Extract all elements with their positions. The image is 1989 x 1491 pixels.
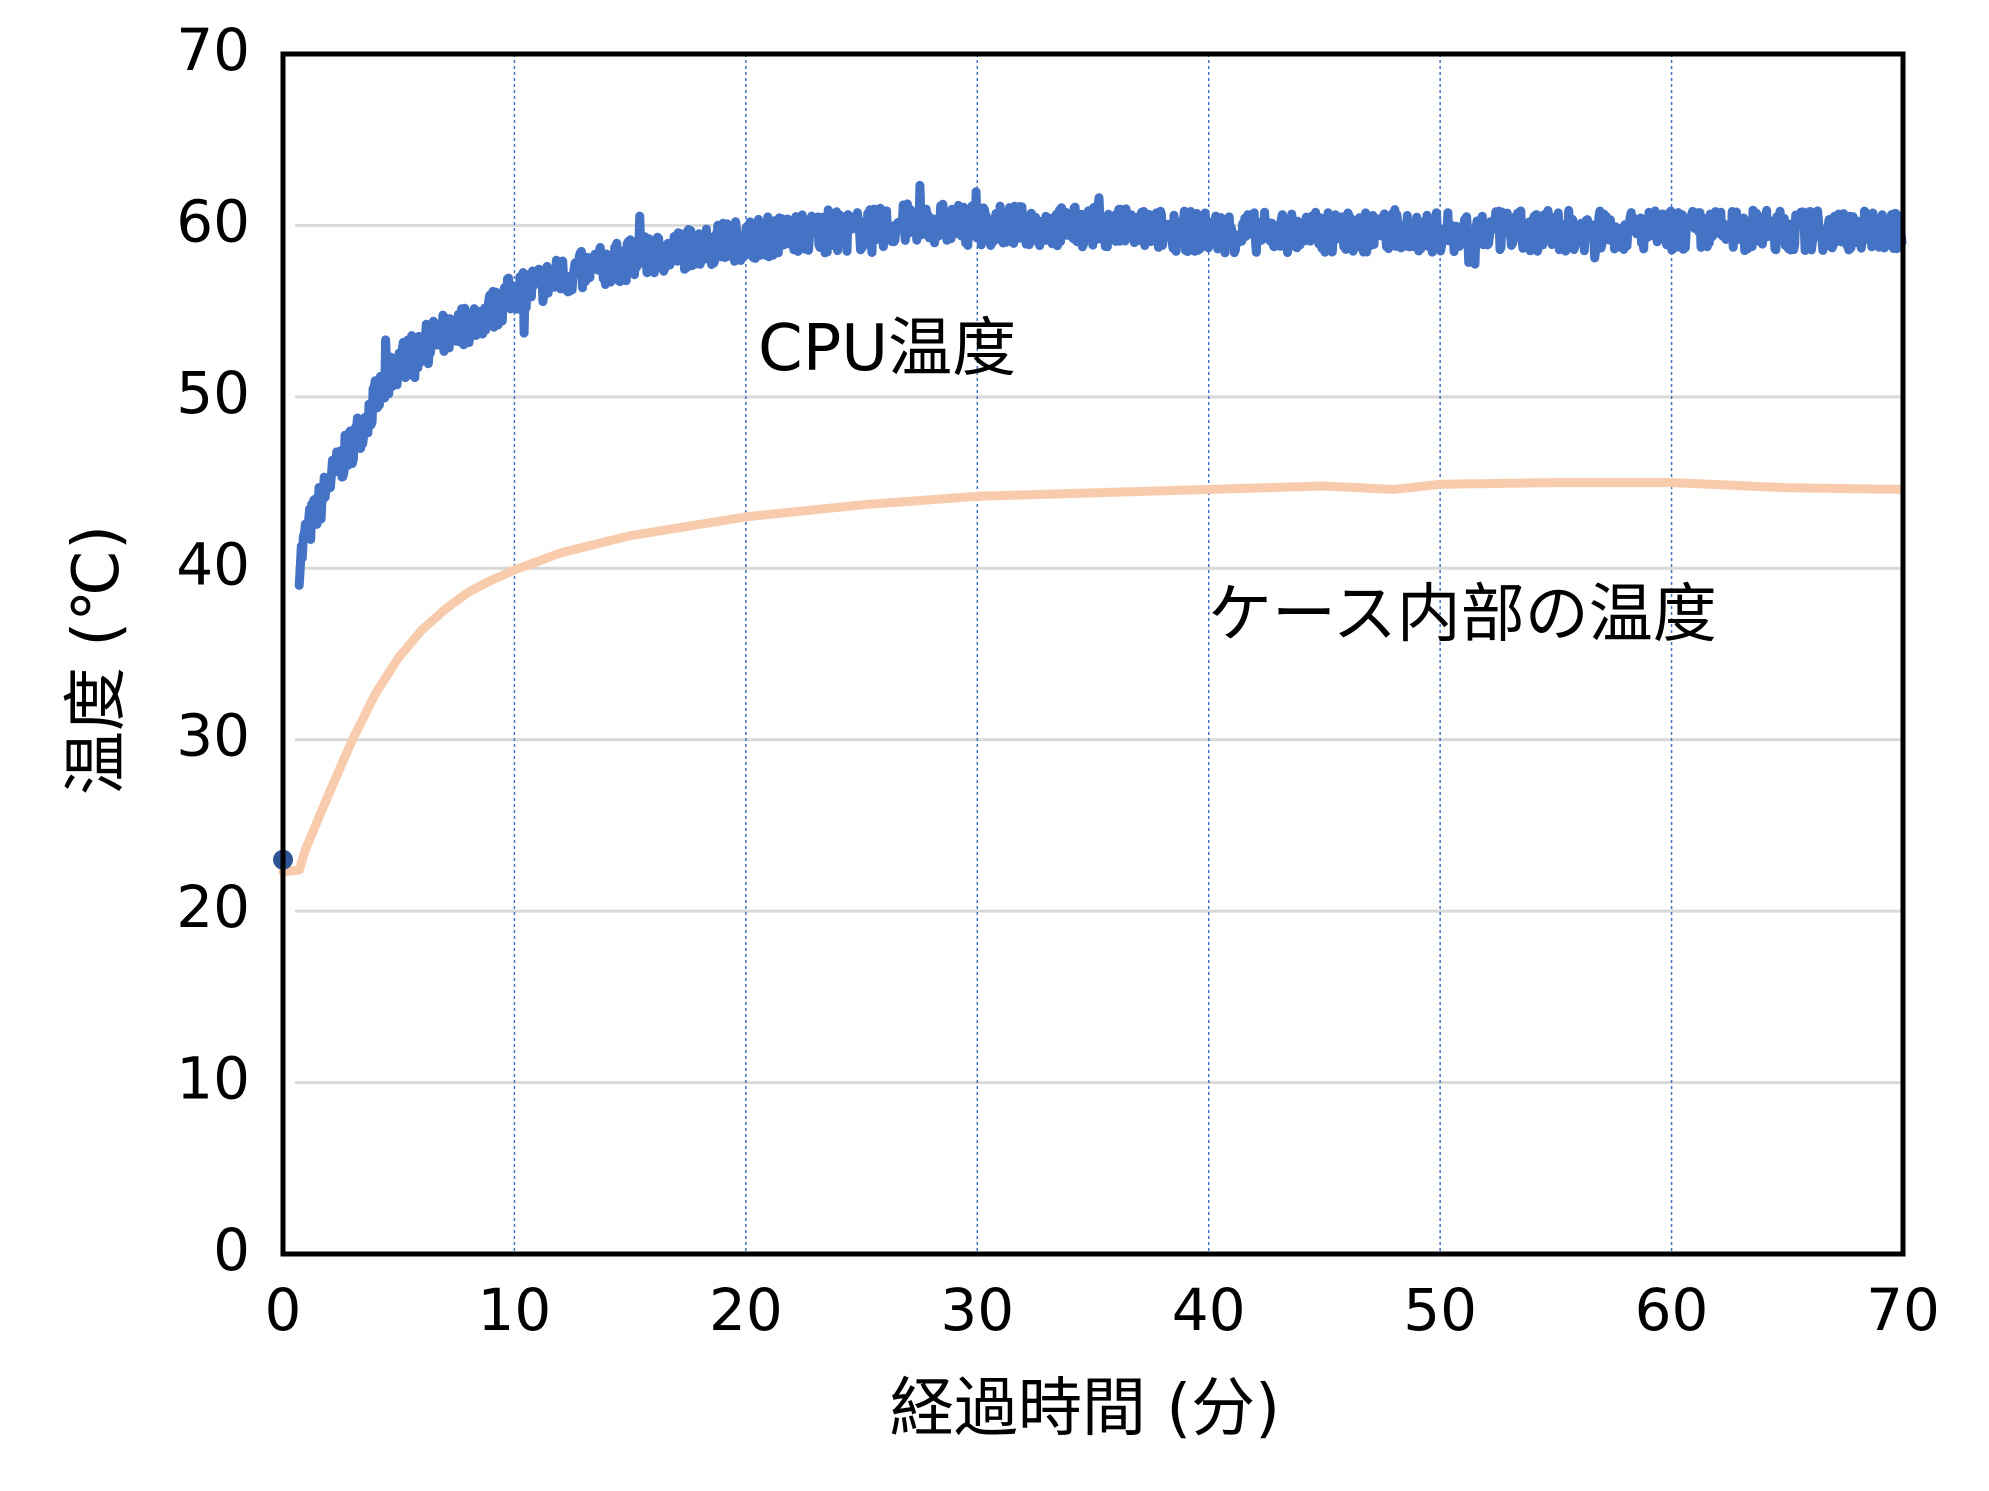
plot-series	[273, 180, 1907, 877]
x-tick-label: 10	[478, 1276, 552, 1344]
y-tick-label: 0	[213, 1216, 250, 1284]
x-tick-label: 60	[1635, 1276, 1709, 1344]
case-temperature-line	[278, 478, 1906, 877]
x-axis-title: 経過時間 (分)	[890, 1372, 1280, 1446]
cpu-series-label: CPU温度	[758, 312, 1016, 386]
plot-frame	[280, 51, 1906, 1257]
y-tick-label: 20	[176, 873, 250, 941]
x-tick-label: 70	[1866, 1276, 1940, 1344]
case-series-label: ケース内部の温度	[1208, 578, 1717, 652]
cpu-temperature-line	[294, 180, 1907, 590]
y-tick-label: 60	[176, 187, 250, 255]
x-axis-ticks: 0 10 20 30 40 50 60 70	[265, 1276, 1940, 1344]
y-tick-label: 70	[176, 16, 250, 84]
y-tick-label: 10	[176, 1045, 250, 1113]
x-tick-label: 30	[940, 1276, 1014, 1344]
y-tick-label: 30	[176, 702, 250, 770]
x-tick-label: 50	[1403, 1276, 1477, 1344]
y-tick-label: 40	[176, 530, 250, 598]
x-tick-label: 40	[1172, 1276, 1246, 1344]
y-tick-label: 50	[176, 359, 250, 427]
x-tick-label: 0	[265, 1276, 302, 1344]
horizontal-gridlines	[295, 223, 1903, 1085]
y-axis-title: 温度 (℃)	[60, 525, 134, 795]
x-tick-label: 20	[709, 1276, 783, 1344]
y-axis-ticks: 0 10 20 30 40 50 60 70	[176, 16, 250, 1284]
